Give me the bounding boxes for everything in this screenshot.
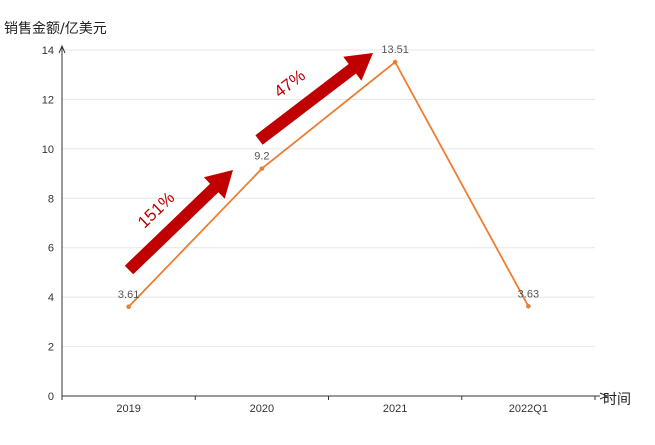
x-tick-label: 2019	[116, 403, 140, 415]
data-points	[126, 59, 531, 310]
y-tick-labels: 0 2 4 6 8 10 12 14	[42, 45, 54, 403]
growth-arrows: 151%47%	[124, 53, 373, 275]
data-label: 3.63	[518, 288, 539, 300]
data-label: 3.61	[118, 289, 139, 301]
growth-arrow	[124, 170, 233, 275]
series-line	[127, 60, 530, 308]
y-tick-label: 14	[42, 45, 54, 57]
y-axis-arrowhead	[58, 44, 66, 54]
data-label: 13.51	[381, 44, 409, 56]
y-tick-label: 6	[48, 243, 54, 255]
x-tick-label: 2022Q1	[509, 403, 548, 415]
axes	[58, 44, 609, 400]
data-label: 9.2	[254, 151, 269, 163]
x-tick-label: 2020	[250, 403, 274, 415]
y-tick-label: 12	[42, 94, 54, 106]
x-axis-arrowhead	[599, 392, 609, 400]
y-tick-label: 8	[48, 193, 54, 205]
y-axis-title: 销售金额/亿美元	[4, 21, 107, 37]
y-tick-label: 0	[48, 391, 54, 403]
data-labels: 3.61 9.2 13.51 3.63	[118, 44, 539, 301]
x-axis-title: 时间	[603, 392, 631, 408]
data-point	[259, 166, 265, 171]
y-tick-label: 2	[48, 342, 54, 354]
series-polyline	[127, 60, 530, 308]
y-tick-label: 4	[48, 292, 54, 304]
growth-arrow	[255, 53, 373, 145]
growth-label: 47%	[270, 66, 309, 102]
data-point	[526, 303, 531, 309]
y-tick-label: 10	[42, 144, 54, 156]
x-tick-labels: 2019 2020 2021 2022Q1	[116, 403, 548, 415]
data-point	[392, 59, 398, 65]
data-point	[126, 304, 131, 310]
x-tick-label: 2021	[383, 403, 407, 415]
